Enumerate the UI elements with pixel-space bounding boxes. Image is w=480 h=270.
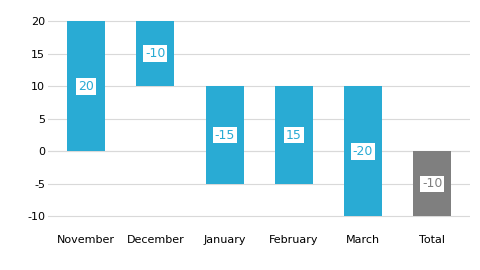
Text: 20: 20 [78,80,94,93]
Text: 15: 15 [286,129,302,141]
Text: -10: -10 [145,47,166,60]
Bar [344,86,382,217]
Text: -10: -10 [422,177,443,190]
Text: -20: -20 [353,145,373,158]
Bar [136,21,174,86]
Bar [413,151,451,217]
Text: -15: -15 [215,129,235,141]
Bar [275,86,313,184]
Bar [67,21,105,151]
Bar [205,86,244,184]
